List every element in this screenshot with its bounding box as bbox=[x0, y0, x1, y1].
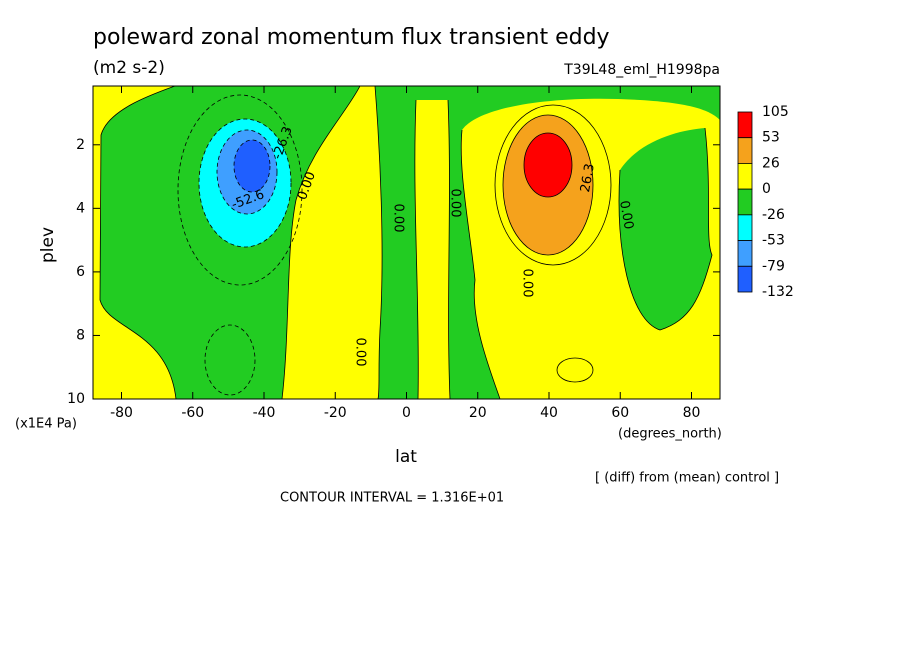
y-tick-label: 2 bbox=[76, 137, 85, 153]
colorbar-box bbox=[737, 188, 753, 216]
y-tick-label: 10 bbox=[67, 391, 85, 407]
contour-line bbox=[198, 118, 292, 248]
contour-label: 0.00 bbox=[353, 338, 368, 367]
contour-label: 26.3 bbox=[578, 162, 598, 193]
x-tick-label: -20 bbox=[324, 405, 347, 421]
contour-line bbox=[177, 94, 303, 286]
colorbar-box bbox=[737, 240, 753, 267]
colorbar-box bbox=[737, 214, 753, 241]
x-tick-label: -40 bbox=[253, 405, 276, 421]
y-axis-units: (x1E4 Pa) bbox=[15, 417, 77, 432]
colorbar-label: -26 bbox=[762, 207, 785, 223]
colorbar-label: 26 bbox=[762, 155, 780, 171]
contour-line bbox=[494, 104, 612, 266]
x-tick-label: -60 bbox=[181, 405, 204, 421]
contour-line bbox=[93, 86, 713, 399]
x-axis-units: (degrees_north) bbox=[618, 427, 722, 442]
contour-label: 0.00 bbox=[448, 189, 463, 218]
contour-line bbox=[502, 114, 594, 256]
contour-region bbox=[282, 86, 383, 399]
contour-region bbox=[234, 140, 270, 192]
contour-line bbox=[523, 132, 573, 198]
contour-line bbox=[233, 139, 271, 193]
contour-label: 0.00 bbox=[616, 199, 636, 230]
colorbar-label: 0 bbox=[762, 181, 771, 197]
note: [ (diff) from (mean) control ] bbox=[595, 471, 779, 486]
colorbar-label: -132 bbox=[762, 284, 794, 300]
plot-area bbox=[93, 86, 720, 399]
colorbar-box bbox=[737, 137, 753, 164]
contour-line bbox=[216, 129, 278, 215]
x-tick-label: 20 bbox=[469, 405, 487, 421]
contour-label: 0.00 bbox=[520, 269, 535, 298]
y-tick-label: 6 bbox=[76, 264, 85, 280]
y-tick-label: 4 bbox=[76, 200, 85, 216]
contour-line bbox=[556, 357, 594, 383]
contour-region bbox=[619, 128, 712, 330]
x-tick-label: 60 bbox=[611, 405, 629, 421]
chart-title: poleward zonal momentum flux transient e… bbox=[93, 25, 610, 50]
colorbar-label: 105 bbox=[762, 104, 789, 120]
contour-line bbox=[204, 324, 256, 396]
x-tick-label: 80 bbox=[683, 405, 701, 421]
dataset-label: T39L48_eml_H1998pa bbox=[563, 62, 720, 78]
colorbar-label: -53 bbox=[762, 233, 785, 249]
subtitle: (m2 s-2) bbox=[93, 58, 165, 78]
colorbar-label: 53 bbox=[762, 130, 780, 146]
contour-region bbox=[93, 86, 176, 399]
x-tick-label: 40 bbox=[540, 405, 558, 421]
colorbar-box bbox=[737, 111, 753, 139]
colorbar-label: -79 bbox=[762, 258, 785, 274]
contour-region bbox=[524, 133, 572, 197]
x-axis-label: lat bbox=[395, 447, 417, 467]
y-tick-label: 8 bbox=[76, 327, 85, 343]
x-tick-label: 0 bbox=[402, 405, 411, 421]
contour-interval: CONTOUR INTERVAL = 1.316E+01 bbox=[280, 491, 504, 506]
colorbar-box bbox=[737, 163, 753, 190]
colorbar-box bbox=[737, 265, 753, 293]
x-tick-label: -80 bbox=[110, 405, 133, 421]
contour-region bbox=[414, 100, 450, 399]
y-axis-label: plev bbox=[38, 227, 58, 263]
contour-label: 0.00 bbox=[391, 204, 406, 233]
